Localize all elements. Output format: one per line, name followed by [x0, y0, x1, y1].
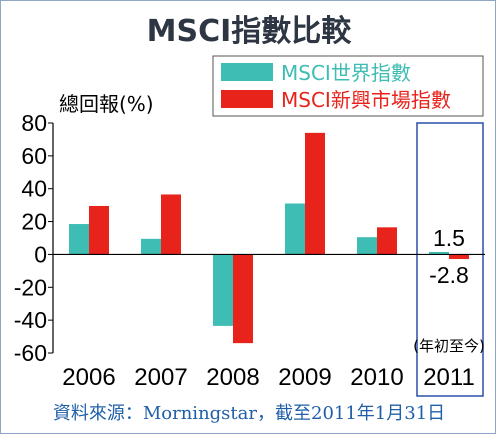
- bar-world-2008: [213, 254, 233, 326]
- x-axis: 2006 2007 2008 2009 2010 2011: [62, 364, 475, 391]
- annotations-layer: 1.5 -2.8: [429, 225, 469, 288]
- y-tick-label: 0: [34, 241, 47, 267]
- y-tick-label: 80: [21, 110, 47, 136]
- legend-swatch-world: [221, 63, 273, 81]
- x-tick-label: 2008: [206, 364, 259, 391]
- y-tick-label: 60: [21, 143, 47, 169]
- data-label: 1.5: [433, 225, 465, 251]
- x-tick-label: 2007: [134, 364, 187, 391]
- y-axis: 80 60 40 20 0 -20 -40 -60: [14, 110, 53, 366]
- bar-emerging-2011: [449, 254, 469, 260]
- x-tick-label: 2010: [350, 364, 403, 391]
- y-tick-label: 20: [21, 209, 47, 235]
- y-tick-label: -40: [14, 307, 47, 333]
- y-tick-label: -60: [14, 340, 47, 366]
- y-tick-label: -20: [14, 274, 47, 300]
- data-label: -2.8: [429, 262, 469, 288]
- highlight-2011-box: [416, 122, 484, 397]
- y-axis-title: 總回報(%): [59, 92, 154, 116]
- bar-emerging-2010: [377, 227, 397, 255]
- ytd-note: (年初至今): [413, 337, 485, 355]
- legend: MSCI世界指數 MSCI新興市場指數: [212, 55, 484, 117]
- bar-world-2011: [429, 251, 449, 255]
- source-note: 資料來源：Morningstar，截至2011年1月31日: [53, 403, 445, 424]
- legend-label-emerging: MSCI新興市場指數: [281, 88, 451, 112]
- bar-world-2009: [285, 203, 305, 255]
- x-tick-label: 2009: [278, 364, 331, 391]
- legend-label-world: MSCI世界指數: [281, 61, 411, 85]
- bar-emerging-2006: [89, 205, 109, 255]
- legend-swatch-emerging: [221, 90, 273, 108]
- bar-world-2007: [141, 238, 161, 255]
- y-tick-label: 40: [21, 176, 47, 202]
- chart-title: MSCI指數比較: [147, 14, 353, 49]
- bars-layer: [69, 132, 469, 344]
- bar-emerging-2009: [305, 132, 325, 255]
- bar-world-2006: [69, 224, 89, 255]
- x-tick-label: 2006: [62, 364, 115, 391]
- bar-world-2010: [357, 237, 377, 255]
- bar-emerging-2008: [233, 254, 253, 344]
- x-tick-label: 2011: [423, 364, 475, 391]
- bar-emerging-2007: [161, 194, 181, 255]
